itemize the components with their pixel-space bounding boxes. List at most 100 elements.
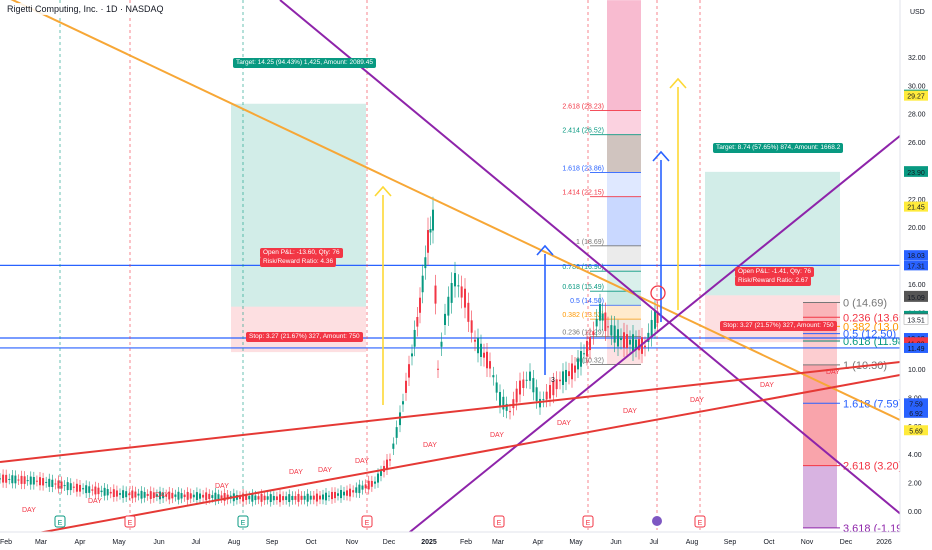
candle-body	[94, 486, 97, 495]
candle-body	[171, 492, 174, 499]
candle-body	[134, 491, 137, 498]
fib-big-label: 0.236 (13.65)	[843, 312, 908, 324]
candle-body	[450, 283, 453, 303]
candle-body	[499, 391, 501, 406]
candle-body	[408, 364, 410, 378]
price-tick: 28.00	[908, 112, 926, 119]
candle-body	[656, 311, 659, 324]
price-badge	[903, 314, 929, 325]
long1-rr-label: Risk/Reward Ratio: 4.36	[260, 257, 337, 267]
candle-body	[389, 459, 391, 461]
candle-body	[309, 495, 312, 500]
price-badge-label: 13.51	[907, 317, 925, 324]
candle-body	[75, 483, 78, 492]
candle-body	[545, 391, 548, 400]
candle-body	[103, 487, 106, 496]
symbol-title[interactable]: Rigetti Computing, Inc. · 1D · NASDAQ	[4, 3, 167, 15]
candle-body	[251, 493, 254, 502]
candle-body	[214, 492, 217, 501]
price-badge	[904, 90, 928, 101]
candle-body	[522, 379, 525, 388]
candle-body	[613, 325, 616, 343]
time-tick: Mar	[492, 539, 505, 546]
candle-body	[45, 481, 48, 483]
candle-body	[571, 363, 573, 380]
earnings-marker	[54, 515, 66, 528]
fib-small-band	[607, 196, 641, 246]
candle-body	[39, 477, 41, 486]
candle-body	[535, 387, 538, 402]
candle-body	[159, 491, 161, 500]
candle-body	[343, 491, 345, 496]
candle-body	[155, 494, 158, 497]
price-tick: 16.00	[908, 282, 926, 289]
fib-big-label: 0 (14.69)	[843, 298, 887, 310]
earnings-marker-label: E	[58, 520, 63, 527]
candle-body	[97, 487, 100, 495]
candle-body	[416, 316, 419, 327]
candle-body	[447, 296, 450, 316]
candle-body	[248, 496, 251, 500]
price-tick: 26.00	[908, 140, 926, 147]
candle-body	[552, 380, 555, 396]
fib-small-label: 0.786 (16.90)	[562, 264, 604, 271]
fib-small-band	[607, 134, 641, 173]
candle-body	[519, 380, 521, 395]
candle-body	[529, 371, 531, 381]
candle-body	[460, 286, 463, 298]
yellow-arrow-head	[669, 77, 687, 89]
candle-body	[0, 478, 1, 480]
candle-body	[143, 491, 146, 498]
candle-body	[288, 494, 291, 503]
fib-small-label: 0.618 (15.49)	[562, 284, 604, 291]
candle-body	[413, 329, 416, 347]
candle-body	[595, 319, 598, 327]
candle-body	[386, 459, 388, 470]
long2-stop-label: Stop: 3.27 (21.57%) 327, Amount: 750	[720, 321, 837, 331]
price-tick: 4.00	[908, 452, 922, 459]
price-tick: 20.00	[908, 225, 926, 232]
fib-small-label: 1.414 (22.15)	[562, 190, 604, 197]
candle-body	[495, 382, 498, 393]
candle-body	[515, 388, 518, 403]
candle-body	[427, 230, 429, 253]
candle-body	[355, 487, 358, 493]
day-label: DAY	[826, 369, 840, 376]
price-badge	[904, 201, 928, 212]
candle-body	[505, 403, 508, 411]
candle-body	[88, 486, 91, 493]
candle-body	[623, 332, 625, 348]
candle-body	[421, 275, 424, 293]
fib-small-band	[607, 291, 641, 306]
candle-body	[454, 273, 456, 287]
price-badge-label: 11.49	[908, 346, 925, 353]
candle-body	[629, 339, 631, 345]
candle-body	[245, 495, 248, 500]
time-axis	[0, 532, 932, 550]
candle-body	[140, 490, 143, 499]
candle-body	[610, 325, 613, 336]
price-badge-label: 18.03	[907, 253, 925, 260]
earnings-marker-label: E	[698, 520, 703, 527]
candle-body	[260, 493, 263, 502]
price-badge	[904, 250, 928, 261]
candle-body	[395, 427, 398, 438]
fib-small-label: 1 (18.69)	[576, 239, 604, 246]
candle-body	[402, 401, 404, 405]
candle-body	[370, 480, 373, 487]
day-label: DAY	[318, 467, 332, 474]
price-badge-label: 29.27	[907, 94, 925, 101]
candle-body	[419, 297, 421, 313]
candle-body	[217, 494, 220, 500]
price-badge-label: 5.69	[909, 428, 923, 435]
candle-body	[48, 478, 51, 487]
fib-small-label: 2.414 (26.52)	[562, 128, 604, 135]
candle-body	[269, 494, 272, 503]
candle-body	[72, 486, 75, 488]
candle-body	[208, 493, 211, 499]
time-tick: Apr	[75, 539, 87, 546]
orange-trendline	[10, 0, 901, 421]
candle-body	[85, 485, 88, 494]
candle-body	[109, 491, 112, 494]
